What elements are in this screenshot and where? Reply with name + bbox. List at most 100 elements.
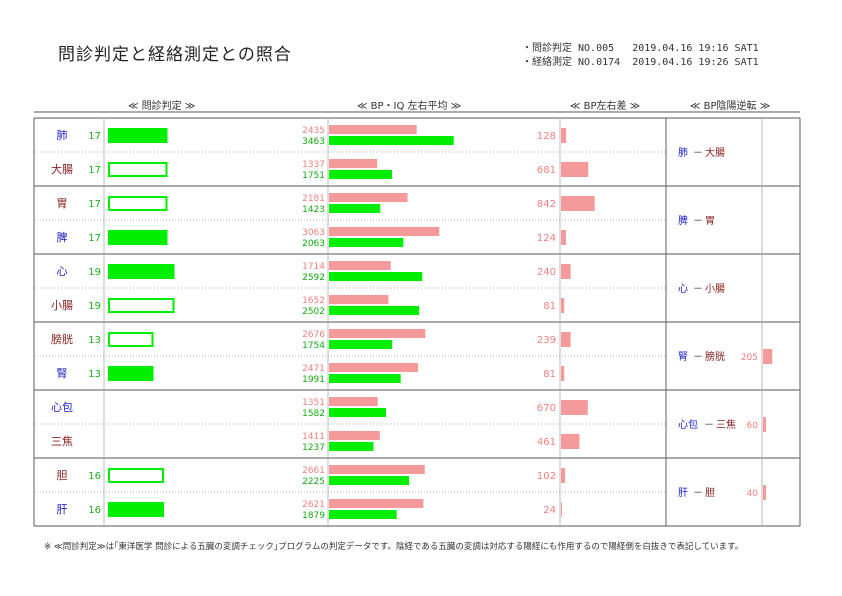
bp-upper-value: 1351 bbox=[302, 398, 325, 408]
organ-label: 大腸 bbox=[51, 162, 73, 176]
bp-lower-value: 1754 bbox=[302, 341, 325, 351]
monshin-bar-outline bbox=[108, 162, 168, 177]
bp-lower-value: 1879 bbox=[302, 511, 325, 521]
diff-bar bbox=[561, 468, 566, 483]
monshin-value: 16 bbox=[88, 505, 101, 516]
inyo-value: 60 bbox=[747, 421, 759, 431]
organ-label: 膀胱 bbox=[51, 332, 73, 346]
diff-bar bbox=[561, 128, 567, 143]
bp-lower-bar bbox=[329, 408, 386, 417]
measurement-info: ・問診判定 NO.005 2019.04.16 19:16 SAT1 ・経絡測定 … bbox=[522, 42, 759, 70]
bp-lower-bar bbox=[329, 170, 393, 179]
inyo-yang: 膀胱 bbox=[705, 350, 725, 363]
monshin-bar-outline bbox=[108, 332, 154, 347]
monshin-bar-outline bbox=[108, 196, 168, 211]
monshin-info: ・問診判定 NO.005 2019.04.16 19:16 SAT1 bbox=[522, 43, 759, 54]
diff-bar bbox=[561, 298, 565, 313]
diff-bar bbox=[561, 400, 588, 415]
monshin-value: 19 bbox=[88, 267, 101, 278]
footnote: ※ ≪問診判定≫は｢東洋医学 問診による五臓の変調チェック｣プログラムの判定デー… bbox=[44, 542, 744, 552]
bp-upper-value: 2621 bbox=[302, 500, 325, 510]
diff-bar bbox=[561, 366, 565, 381]
inyo-yang: 胃 bbox=[705, 215, 715, 227]
bp-lower-value: 1582 bbox=[302, 409, 325, 419]
monshin-bar-outline bbox=[108, 298, 175, 313]
monshin-value: 17 bbox=[88, 165, 101, 176]
bp-upper-bar bbox=[329, 261, 391, 270]
inyo-yin: 心 bbox=[678, 283, 688, 295]
inyo-yin: 肺 bbox=[678, 147, 688, 159]
organ-label: 心包 bbox=[51, 401, 73, 414]
inyo-dash: － bbox=[693, 216, 703, 227]
bp-upper-value: 3063 bbox=[302, 228, 325, 238]
monshin-bar bbox=[108, 128, 168, 143]
keiraku-info: ・経絡測定 NO.0174 2019.04.16 19:26 SAT1 bbox=[522, 57, 759, 68]
organ-label: 肺 bbox=[57, 129, 68, 142]
diff-bar bbox=[561, 332, 571, 347]
monshin-value: 13 bbox=[88, 369, 101, 380]
monshin-bar bbox=[108, 502, 164, 517]
monshin-value: 16 bbox=[88, 471, 101, 482]
organ-label: 三焦 bbox=[51, 435, 73, 448]
inyo-yin: 脾 bbox=[678, 214, 688, 227]
bp-upper-value: 2435 bbox=[302, 126, 325, 136]
header-bp: ≪ BP・IQ 左右平均 ≫ bbox=[357, 101, 462, 112]
inyo-dash: － bbox=[693, 352, 703, 363]
bp-lower-value: 2063 bbox=[302, 239, 325, 249]
bp-lower-value: 1751 bbox=[302, 171, 325, 181]
inyo-yin: 肝 bbox=[678, 487, 688, 499]
header-diff: ≪ BP左右差 ≫ bbox=[570, 101, 641, 112]
bp-lower-bar bbox=[329, 442, 374, 451]
inyo-value: 40 bbox=[747, 489, 759, 499]
monshin-value: 19 bbox=[88, 301, 101, 312]
bp-lower-value: 1423 bbox=[302, 205, 325, 215]
diff-bar bbox=[561, 162, 589, 177]
header-monshin: ≪ 問診判定 ≫ bbox=[128, 101, 196, 112]
inyo-bar bbox=[763, 349, 773, 364]
diff-value: 670 bbox=[537, 403, 556, 414]
organ-label: 腎 bbox=[57, 367, 68, 380]
bp-lower-bar bbox=[329, 340, 393, 349]
diff-bar bbox=[561, 264, 571, 279]
monshin-bar bbox=[108, 264, 175, 279]
bp-upper-value: 1714 bbox=[302, 262, 325, 272]
diff-value: 461 bbox=[537, 437, 556, 448]
bp-lower-bar bbox=[329, 476, 410, 485]
diff-value: 102 bbox=[537, 471, 556, 482]
diff-value: 239 bbox=[537, 335, 556, 346]
bp-lower-value: 1991 bbox=[302, 375, 325, 385]
diff-value: 81 bbox=[543, 301, 556, 312]
bp-upper-bar bbox=[329, 295, 389, 304]
bp-lower-bar bbox=[329, 204, 381, 213]
inyo-yin: 腎 bbox=[678, 351, 688, 363]
monshin-value: 17 bbox=[88, 233, 101, 244]
monshin-value: 13 bbox=[88, 335, 101, 346]
monshin-bar bbox=[108, 366, 154, 381]
inyo-yang: 胆 bbox=[705, 487, 715, 499]
bp-upper-value: 2181 bbox=[302, 194, 325, 204]
bp-upper-bar bbox=[329, 465, 425, 474]
bp-lower-bar bbox=[329, 272, 423, 281]
bp-lower-bar bbox=[329, 238, 404, 247]
bp-lower-value: 2592 bbox=[302, 273, 325, 283]
diff-value: 842 bbox=[537, 199, 556, 210]
diff-bar bbox=[561, 196, 595, 211]
inyo-yin: 心包 bbox=[678, 418, 698, 431]
inyo-yang: 大腸 bbox=[705, 146, 725, 159]
page-title: 問診判定と経絡測定との照合 bbox=[58, 45, 292, 65]
inyo-bar bbox=[763, 485, 766, 500]
bp-upper-bar bbox=[329, 329, 426, 338]
monshin-bar bbox=[108, 230, 168, 245]
inyo-dash: － bbox=[693, 284, 703, 295]
bp-lower-value: 3463 bbox=[302, 137, 325, 147]
bp-upper-bar bbox=[329, 363, 418, 372]
diff-bar bbox=[561, 434, 580, 449]
diff-value: 240 bbox=[537, 267, 556, 278]
inyo-dash: － bbox=[693, 148, 703, 159]
diff-bar bbox=[561, 502, 562, 517]
bp-upper-bar bbox=[329, 431, 380, 440]
bp-upper-value: 1652 bbox=[302, 296, 325, 306]
inyo-yang: 三焦 bbox=[716, 418, 736, 431]
bp-upper-value: 2661 bbox=[302, 466, 325, 476]
diff-value: 24 bbox=[543, 505, 556, 516]
